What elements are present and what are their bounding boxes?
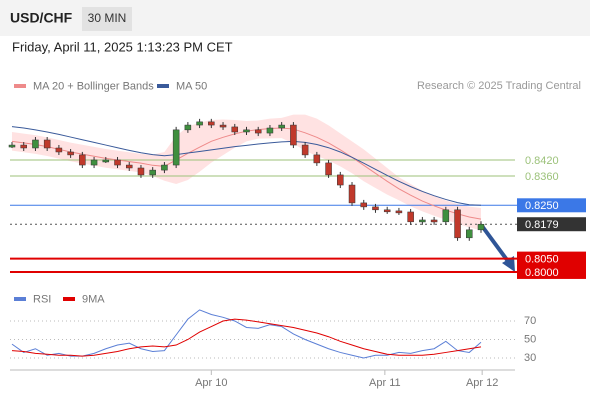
candle bbox=[442, 209, 450, 223]
candle bbox=[137, 167, 145, 176]
candle bbox=[477, 223, 485, 231]
y-tick-label: 30 bbox=[524, 352, 536, 364]
candle bbox=[79, 154, 86, 166]
rsi-line bbox=[11, 318, 482, 357]
candle bbox=[102, 159, 110, 163]
candle bbox=[219, 124, 227, 128]
candle bbox=[125, 164, 133, 169]
candle bbox=[383, 209, 391, 213]
ma-line bbox=[11, 126, 482, 206]
level-label: 0.8420 bbox=[525, 155, 559, 167]
legend-swatch bbox=[63, 297, 75, 301]
candle bbox=[278, 124, 285, 129]
candle bbox=[290, 124, 297, 146]
timeframe[interactable]: 30 MIN bbox=[88, 11, 127, 25]
legend-swatch bbox=[14, 84, 26, 88]
candle bbox=[114, 159, 121, 166]
candle bbox=[243, 129, 250, 133]
level-label-box bbox=[517, 251, 586, 266]
candle bbox=[301, 144, 309, 156]
candle bbox=[313, 154, 321, 164]
candle bbox=[337, 174, 344, 186]
candle bbox=[149, 169, 156, 176]
level-label-box bbox=[517, 198, 586, 213]
candle bbox=[348, 184, 356, 204]
candle bbox=[43, 139, 51, 149]
legend-label: MA 50 bbox=[176, 80, 207, 92]
candle bbox=[407, 211, 414, 223]
legend-label: RSI bbox=[33, 293, 51, 305]
candle bbox=[20, 144, 27, 149]
candle bbox=[161, 164, 168, 171]
candle bbox=[90, 159, 98, 166]
x-tick-label: Apr 10 bbox=[195, 377, 227, 389]
symbol: USD/CHF bbox=[10, 10, 73, 26]
level-label: 0.8250 bbox=[525, 200, 559, 212]
level-label-box bbox=[517, 264, 586, 279]
level-label: 0.8179 bbox=[525, 219, 559, 231]
candle bbox=[360, 202, 367, 208]
candle bbox=[430, 219, 438, 223]
timestamp: Friday, April 11, 2025 1:13:23 PM CET bbox=[12, 39, 233, 54]
candle bbox=[454, 209, 461, 239]
legend-swatch bbox=[14, 297, 26, 301]
candle bbox=[67, 151, 74, 156]
candle bbox=[196, 121, 203, 126]
candle bbox=[419, 219, 426, 223]
y-tick-label: 70 bbox=[524, 315, 536, 327]
y-tick-label: 50 bbox=[524, 333, 536, 345]
candle bbox=[395, 210, 403, 214]
candle bbox=[254, 129, 262, 134]
candle bbox=[466, 229, 473, 239]
level-label: 0.8000 bbox=[525, 267, 559, 279]
candle bbox=[172, 129, 180, 166]
level-label: 0.8050 bbox=[525, 254, 559, 266]
candle bbox=[184, 124, 192, 131]
candle bbox=[55, 147, 63, 153]
candle bbox=[208, 121, 215, 126]
x-tick-label: Apr 11 bbox=[369, 377, 401, 389]
candle bbox=[325, 162, 332, 176]
candle bbox=[8, 144, 16, 148]
credit: Research © 2025 Trading Central bbox=[417, 80, 581, 92]
candle bbox=[372, 206, 379, 211]
bollinger-band bbox=[11, 114, 481, 231]
legend-label: MA 20 + Bollinger Bands bbox=[33, 80, 154, 92]
candle bbox=[231, 126, 239, 133]
rsi-line bbox=[11, 309, 482, 359]
legend-swatch bbox=[157, 84, 169, 88]
candle bbox=[266, 127, 274, 134]
timeframe-box[interactable] bbox=[82, 7, 132, 31]
level-label-box bbox=[517, 217, 586, 232]
legend-label: 9MA bbox=[82, 293, 105, 305]
x-tick-label: Apr 12 bbox=[466, 377, 498, 389]
arrow-head bbox=[502, 256, 515, 272]
candle bbox=[32, 139, 39, 149]
level-label: 0.8360 bbox=[525, 171, 559, 183]
